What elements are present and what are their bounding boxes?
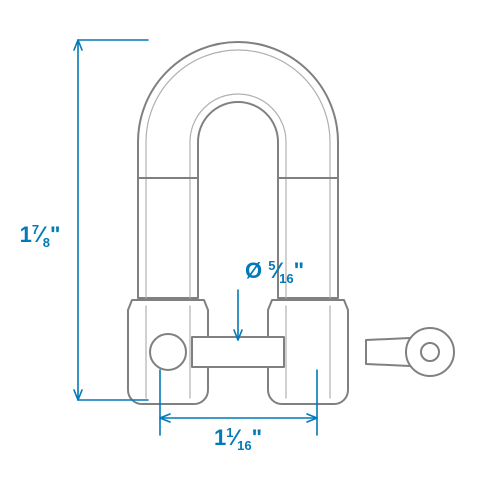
shackle-body	[128, 42, 454, 404]
width-label: 11⁄16"	[214, 425, 262, 453]
shackle-diagram: 17⁄8" 11⁄16" Ø 5⁄16"	[0, 0, 500, 500]
height-label: 17⁄8"	[20, 222, 61, 250]
pin-diameter-label: Ø 5⁄16"	[245, 258, 304, 286]
